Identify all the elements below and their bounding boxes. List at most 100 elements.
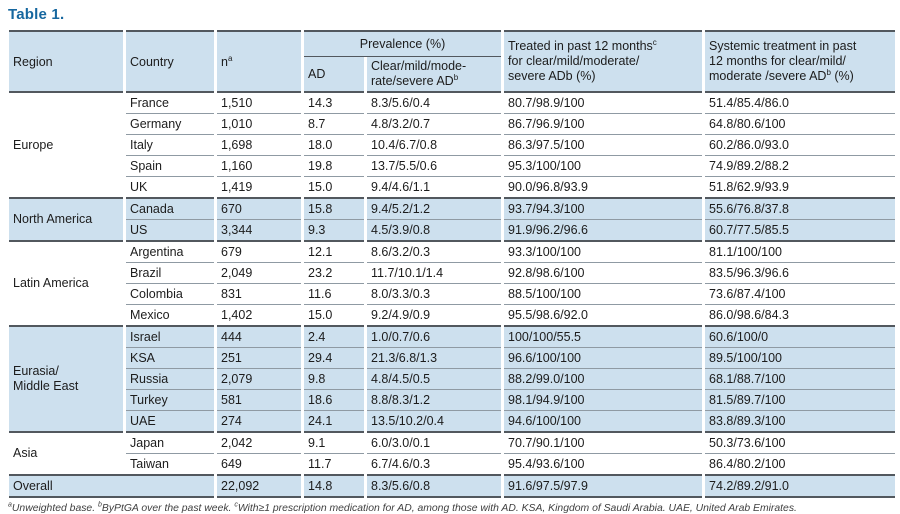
country-cell: Japan [126, 431, 214, 453]
n-cell: 679 [217, 240, 301, 262]
country-cell: Canada [126, 197, 214, 219]
footnote: aUnweighted base. bByPtGA over the past … [6, 498, 896, 514]
ad-cell: 29.4 [304, 347, 364, 368]
n-cell: 1,510 [217, 91, 301, 113]
ad-cell: 9.8 [304, 368, 364, 389]
treated-cell: 91.6/97.5/97.9 [504, 474, 703, 498]
col-header-country: Country [126, 30, 214, 91]
ad-cell: 24.1 [304, 410, 364, 431]
systemic-cell: 81.5/89.7/100 [705, 389, 896, 410]
country-cell: Brazil [126, 262, 214, 283]
treated-header-line2: for clear/mild/moderate/ [508, 54, 640, 68]
treated-cell: 86.3/97.5/100 [504, 134, 703, 155]
table-row: Asia Japan 2,042 9.1 6.0/3.0/0.1 70.7/90.1/10… [9, 431, 896, 474]
ad-cell: 12.1 [304, 240, 364, 262]
region-cell: Europe [9, 91, 123, 197]
country-cell: UK [126, 176, 214, 197]
treated-cell: 92.8/98.6/100 [504, 262, 703, 283]
systemic-cell: 83.5/96.3/96.6 [705, 262, 896, 283]
n-cell: 1,698 [217, 134, 301, 155]
table-row: Latin America Argentina 679 12.1 8.6/3.2/0.3… [9, 240, 896, 325]
overall-row: Overall 22,092 14.8 8.3/5.6/0.8 91.6/97.5/97… [9, 474, 896, 498]
n-cell: 3,344 [217, 219, 301, 240]
n-cell: 2,079 [217, 368, 301, 389]
treated-cell: 91.9/96.2/96.6 [504, 219, 703, 240]
systemic-header-line2: 12 months for clear/mild/ [709, 54, 846, 68]
treated-cell: 80.7/98.9/100 [504, 91, 703, 113]
region-cell: Latin America [9, 240, 123, 325]
treated-cell: 95.5/98.6/92.0 [504, 304, 703, 325]
systemic-cell: 50.3/73.6/100 [705, 431, 896, 453]
treated-cell: 96.6/100/100 [504, 347, 703, 368]
treated-cell: 90.0/96.8/93.9 [504, 176, 703, 197]
ad-cell: 18.6 [304, 389, 364, 410]
treated-cell: 94.6/100/100 [504, 410, 703, 431]
country-cell: Taiwan [126, 453, 214, 474]
systemic-cell: 64.8/80.6/100 [705, 113, 896, 134]
table-row: Italy 1,698 18.0 10.4/6.7/0.8 86.3/97.5/100 6… [9, 134, 896, 155]
col-header-region: Region [9, 30, 123, 91]
systemic-cell: 83.8/89.3/100 [705, 410, 896, 431]
table-header: Region Country na Prevalence (%) Treated… [9, 30, 896, 91]
treated-cell: 95.4/93.6/100 [504, 453, 703, 474]
country-cell: Russia [126, 368, 214, 389]
severity-cell: 9.2/4.9/0.9 [367, 304, 502, 325]
treated-cell: 88.5/100/100 [504, 283, 703, 304]
treated-header-line3: severe ADb (%) [508, 69, 596, 83]
systemic-cell: 60.2/86.0/93.0 [705, 134, 896, 155]
table-row: US 3,344 9.3 4.5/3.9/0.8 91.9/96.2/96.6 60.7/… [9, 219, 896, 240]
country-cell: UAE [126, 410, 214, 431]
systemic-header-line1: Systemic treatment in past [709, 39, 857, 53]
table-body: Europe France 1,510 14.3 8.3/5.6/0.4 80.7/98.… [9, 91, 896, 498]
col-header-systemic: Systemic treatment in past 12 months for … [705, 30, 896, 91]
table-row: Taiwan 649 11.7 6.7/4.6/0.3 95.4/93.6/100 86.… [9, 453, 896, 474]
country-cell: France [126, 91, 214, 113]
table-row: UAE 274 24.1 13.5/10.2/0.4 94.6/100/100 83.8/… [9, 410, 896, 431]
treated-cell: 86.7/96.9/100 [504, 113, 703, 134]
treated-cell: 95.3/100/100 [504, 155, 703, 176]
treated-cell: 93.7/94.3/100 [504, 197, 703, 219]
systemic-cell: 51.4/85.4/86.0 [705, 91, 896, 113]
footnote-superscript: a [8, 501, 12, 509]
systemic-cell: 73.6/87.4/100 [705, 283, 896, 304]
table-row: Mexico 1,402 15.0 9.2/4.9/0.9 95.5/98.6/92.0… [9, 304, 896, 325]
treated-cell: 93.3/100/100 [504, 240, 703, 262]
severity-cell: 4.8/4.5/0.5 [367, 368, 502, 389]
severity-superscript: b [453, 72, 459, 82]
region-cell: North America [9, 197, 123, 240]
region-cell: Eurasia/ Middle East [9, 325, 123, 431]
header-row-1: Region Country na Prevalence (%) Treated… [9, 30, 896, 91]
treated-cell: 98.1/94.9/100 [504, 389, 703, 410]
table-row: Spain 1,160 19.8 13.7/5.5/0.6 95.3/100/100 74… [9, 155, 896, 176]
severity-cell: 8.8/8.3/1.2 [367, 389, 502, 410]
col-header-treated: Treated in past 12 monthsc for clear/mild… [504, 30, 703, 91]
severity-cell: 9.4/4.6/1.1 [367, 176, 502, 197]
n-cell: 649 [217, 453, 301, 474]
ad-cell: 2.4 [304, 325, 364, 347]
ad-cell: 9.1 [304, 431, 364, 453]
country-cell: Spain [126, 155, 214, 176]
n-cell: 1,402 [217, 304, 301, 325]
severity-cell: 13.5/10.2/0.4 [367, 410, 502, 431]
systemic-cell: 86.0/98.6/84.3 [705, 304, 896, 325]
country-cell: Colombia [126, 283, 214, 304]
country-cell: Argentina [126, 240, 214, 262]
n-cell: 1,160 [217, 155, 301, 176]
prevalence-table: Region Country na Prevalence (%) Treated… [6, 30, 898, 498]
severity-cell: 13.7/5.5/0.6 [367, 155, 502, 176]
treated-superscript: c [652, 37, 657, 47]
systemic-cell: 74.2/89.2/91.0 [705, 474, 896, 498]
country-cell: Mexico [126, 304, 214, 325]
systemic-cell: 60.6/100/0 [705, 325, 896, 347]
systemic-header-tail: (%) [830, 69, 854, 83]
table-row: Europe France 1,510 14.3 8.3/5.6/0.4 80.7/98.… [9, 91, 896, 197]
n-cell: 1,010 [217, 113, 301, 134]
treated-cell: 88.2/99.0/100 [504, 368, 703, 389]
systemic-superscript: b [826, 67, 831, 77]
n-label: n [221, 54, 228, 69]
systemic-cell: 89.5/100/100 [705, 347, 896, 368]
table-row: Turkey 581 18.6 8.8/8.3/1.2 98.1/94.9/100 81.… [9, 389, 896, 410]
country-cell: Italy [126, 134, 214, 155]
n-cell: 1,419 [217, 176, 301, 197]
